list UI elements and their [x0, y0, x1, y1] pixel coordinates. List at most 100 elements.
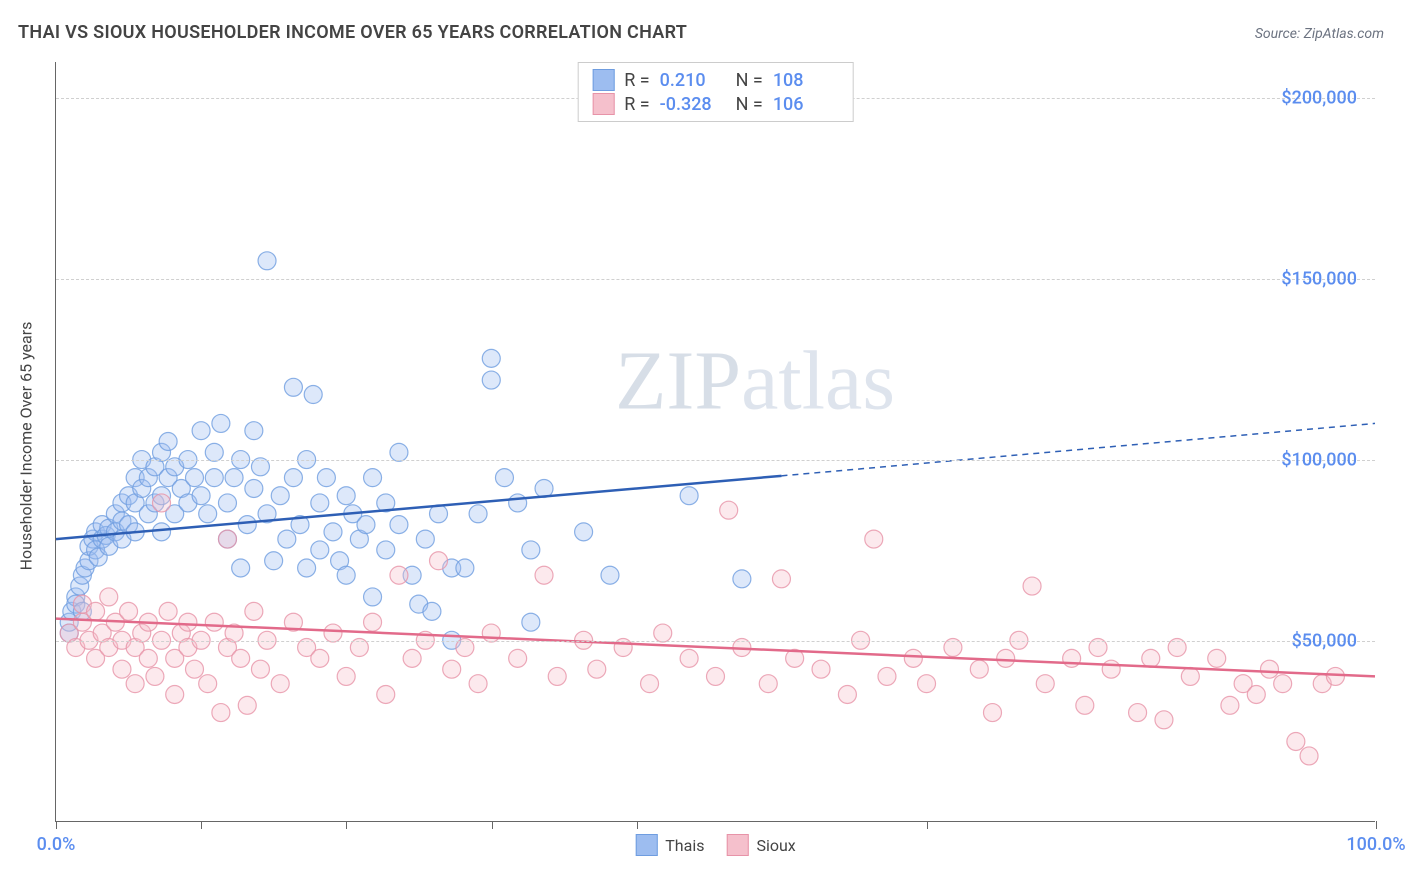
scatter-point	[1181, 667, 1199, 685]
scatter-point	[284, 469, 302, 487]
legend-r-value: -0.328	[660, 94, 726, 115]
scatter-point	[337, 487, 355, 505]
scatter-point	[317, 469, 335, 487]
x-tick-label: 0.0%	[37, 834, 76, 855]
legend-correlation: R =0.210N =108R =-0.328N =106	[577, 62, 854, 122]
chart-title: THAI VS SIOUX HOUSEHOLDER INCOME OVER 65…	[18, 22, 687, 43]
y-tick-label: $50,000	[1292, 631, 1357, 652]
scatter-point	[146, 667, 164, 685]
scatter-point	[232, 649, 250, 667]
scatter-point	[390, 443, 408, 461]
legend-n-value: 108	[773, 70, 839, 91]
legend-series-label: Thais	[665, 836, 704, 855]
scatter-point	[456, 559, 474, 577]
legend-n-label: N =	[736, 70, 763, 91]
scatter-point	[509, 494, 527, 512]
scatter-point	[218, 530, 236, 548]
source-attribution: Source: ZipAtlas.com	[1255, 26, 1384, 42]
scatter-point	[159, 602, 177, 620]
scatter-point	[364, 613, 382, 631]
scatter-point	[199, 505, 217, 523]
scatter-point	[1300, 747, 1318, 765]
scatter-point	[390, 566, 408, 584]
scatter-point	[225, 469, 243, 487]
scatter-point	[970, 660, 988, 678]
x-tick	[637, 821, 638, 829]
scatter-point	[364, 588, 382, 606]
scatter-point	[377, 541, 395, 559]
scatter-point	[680, 487, 698, 505]
scatter-point	[918, 675, 936, 693]
y-tick-label: $200,000	[1281, 88, 1357, 109]
x-tick	[1376, 821, 1377, 829]
scatter-point	[271, 675, 289, 693]
plot-area: ZIPatlas R =0.210N =108R =-0.328N =106 T…	[55, 62, 1375, 822]
scatter-point	[509, 649, 527, 667]
scatter-point	[416, 530, 434, 548]
gridline	[56, 279, 1375, 280]
scatter-point	[212, 704, 230, 722]
scatter-point	[495, 469, 513, 487]
scatter-point	[759, 675, 777, 693]
scatter-point	[535, 566, 553, 584]
scatter-point	[1287, 732, 1305, 750]
scatter-point	[482, 624, 500, 642]
scatter-point	[245, 422, 263, 440]
scatter-point	[192, 487, 210, 505]
scatter-point	[522, 541, 540, 559]
scatter-point	[482, 371, 500, 389]
scatter-point	[186, 660, 204, 678]
scatter-point	[812, 660, 830, 678]
scatter-point	[139, 649, 157, 667]
legend-r-label: R =	[624, 94, 649, 115]
scatter-point	[1129, 704, 1147, 722]
legend-series-item: Sioux	[726, 834, 795, 856]
scatter-point	[1036, 675, 1054, 693]
scatter-point	[357, 516, 375, 534]
scatter-point	[337, 667, 355, 685]
scatter-point	[298, 559, 316, 577]
scatter-point	[284, 378, 302, 396]
scatter-point	[166, 686, 184, 704]
y-axis-title: Householder Income Over 65 years	[17, 322, 36, 571]
gridline	[56, 460, 1375, 461]
x-tick-label: 100.0%	[1346, 834, 1405, 855]
scatter-point	[278, 530, 296, 548]
scatter-point	[1142, 649, 1160, 667]
x-tick	[492, 821, 493, 829]
scatter-point	[377, 686, 395, 704]
scatter-point	[186, 469, 204, 487]
legend-correlation-row: R =-0.328N =106	[592, 93, 839, 115]
scatter-point	[575, 523, 593, 541]
legend-series: Thais Sioux	[635, 834, 796, 856]
scatter-point	[904, 649, 922, 667]
scatter-point	[192, 422, 210, 440]
scatter-point	[265, 552, 283, 570]
scatter-point	[680, 649, 698, 667]
scatter-point	[205, 613, 223, 631]
scatter-point	[654, 624, 672, 642]
scatter-point	[218, 494, 236, 512]
legend-swatch	[726, 834, 748, 856]
scatter-point	[1221, 696, 1239, 714]
legend-series-item: Thais	[635, 834, 704, 856]
legend-swatch	[592, 93, 614, 115]
scatter-point	[311, 649, 329, 667]
scatter-point	[245, 479, 263, 497]
scatter-point	[159, 433, 177, 451]
scatter-point	[548, 667, 566, 685]
scatter-point	[258, 252, 276, 270]
scatter-point	[1326, 667, 1344, 685]
scatter-point	[179, 613, 197, 631]
y-tick-label: $100,000	[1281, 450, 1357, 471]
scatter-point	[153, 494, 171, 512]
scatter-point	[120, 602, 138, 620]
scatter-point	[238, 516, 256, 534]
scatter-point	[100, 588, 118, 606]
scatter-point	[772, 570, 790, 588]
gridline	[56, 641, 1375, 642]
scatter-point	[997, 649, 1015, 667]
y-tick-label: $150,000	[1281, 269, 1357, 290]
scatter-point	[403, 649, 421, 667]
scatter-point	[324, 624, 342, 642]
